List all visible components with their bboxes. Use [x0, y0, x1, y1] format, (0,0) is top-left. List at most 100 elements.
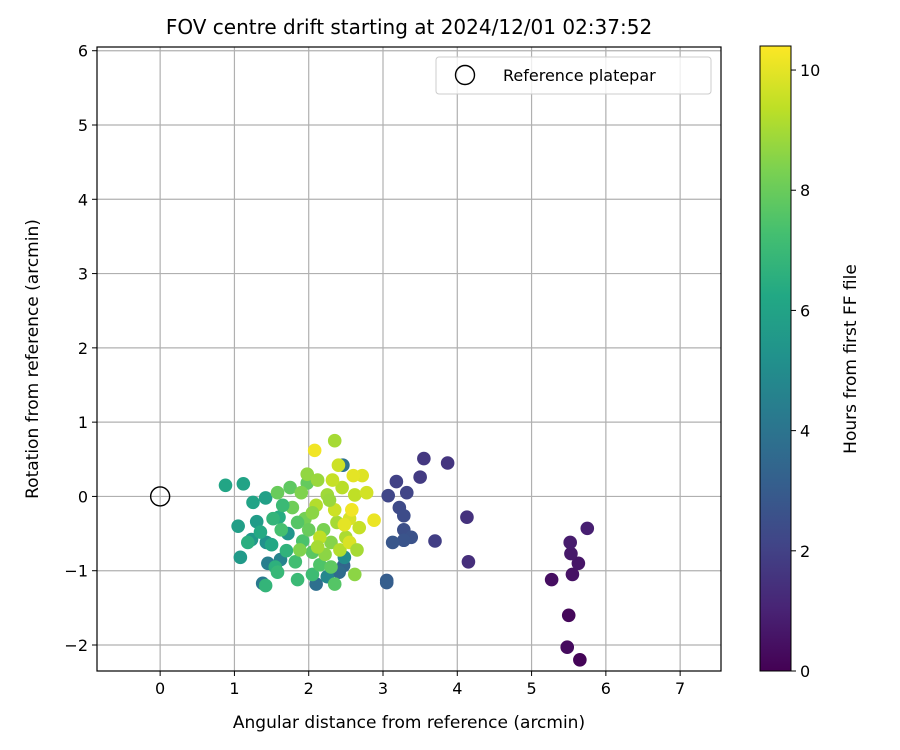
colorbar-tick-label: 8 [800, 181, 810, 200]
scatter-point [241, 535, 255, 550]
scatter-point [293, 543, 307, 557]
scatter-point [346, 468, 361, 483]
scatter-point [264, 537, 279, 552]
y-tick-label: −2 [64, 636, 88, 655]
scatter-point [300, 467, 315, 481]
scatter-point [563, 535, 577, 550]
scatter-point [313, 557, 327, 572]
colorbar-gradient [759, 45, 792, 672]
scatter-point [294, 485, 309, 500]
colorbar-tick-label: 10 [800, 61, 820, 80]
plot-frame [96, 46, 722, 672]
scatter-point [310, 540, 325, 554]
scatter-point [327, 433, 342, 448]
scatter-point [270, 565, 285, 579]
scatter-point [249, 514, 264, 529]
scatter-point [544, 572, 559, 587]
scatter-point [288, 555, 303, 569]
scatter-point [359, 485, 374, 500]
chart-title: FOV centre drift starting at 2024/12/01 … [166, 15, 652, 39]
scatter-point [274, 523, 289, 537]
scatter-point [231, 519, 245, 533]
scatter-point [310, 473, 325, 487]
scatter-point [413, 470, 427, 484]
scatter-point [279, 543, 294, 558]
scatter-point [397, 508, 411, 523]
scatter-point [233, 550, 248, 565]
scatter-point [236, 477, 251, 491]
scatter-point [335, 480, 349, 495]
scatter-point [417, 451, 431, 466]
colorbar-tick-label: 4 [800, 422, 810, 441]
scatter-point [301, 523, 316, 537]
grid [97, 47, 721, 671]
x-tick-label: 1 [229, 679, 239, 698]
scatter-point [560, 640, 575, 655]
scatter-point [246, 495, 260, 510]
scatter-point [253, 525, 268, 539]
scatter-point [325, 473, 340, 487]
x-axis-label: Angular distance from reference (arcmin) [233, 713, 585, 733]
scatter-point [461, 555, 476, 569]
colorbar-label: Hours from first FF file [841, 264, 861, 454]
scatter-point [352, 520, 367, 535]
scatter-point [283, 480, 297, 495]
scatter-point [397, 533, 411, 548]
y-tick-label: 5 [78, 116, 88, 135]
scatter-point [331, 458, 346, 473]
colorbar-tick-label: 6 [800, 301, 810, 320]
y-tick-label: 6 [78, 42, 88, 61]
scatter-point [347, 567, 362, 582]
scatter-point [290, 572, 305, 587]
scatter-point [324, 535, 338, 550]
x-tick-label: 3 [378, 679, 388, 698]
reference-point [149, 486, 171, 507]
scatter-point [337, 517, 352, 532]
scatter-point [305, 567, 320, 582]
scatter-point [324, 560, 338, 574]
y-tick-label: −1 [64, 562, 88, 581]
legend-box [435, 56, 712, 95]
x-tick-label: 0 [155, 679, 165, 698]
x-tick-label: 6 [601, 679, 611, 698]
x-axis-ticks: 0 1 2 3 4 5 6 7 [155, 671, 685, 698]
scatter-point [290, 515, 305, 530]
legend-label: Reference platepar [503, 66, 656, 85]
scatter-point [561, 608, 576, 623]
scatter-point [399, 485, 414, 500]
colorbar-ticks: 0 2 4 6 8 10 [791, 61, 820, 681]
y-axis-ticks: −2 −1 0 1 2 3 4 5 6 [64, 42, 97, 655]
scatter-point [275, 498, 290, 513]
scatter-point [327, 577, 342, 591]
legend: Reference platepar [435, 56, 712, 95]
x-tick-label: 4 [452, 679, 462, 698]
scatter-point [571, 556, 586, 571]
scatter-point [266, 511, 280, 526]
scatter-point [345, 503, 359, 517]
scatter-point [258, 578, 273, 593]
y-tick-label: 1 [78, 413, 88, 432]
scatter-point [258, 491, 273, 505]
y-tick-label: 4 [78, 190, 88, 209]
scatter-point [367, 513, 381, 527]
x-tick-label: 7 [675, 679, 685, 698]
scatter-point [460, 510, 474, 525]
scatter-point [385, 535, 400, 550]
y-axis-label: Rotation from reference (arcmin) [23, 219, 43, 499]
scatter-point [218, 478, 233, 493]
scatter-point [305, 505, 320, 520]
scatter-point [565, 567, 580, 582]
data-points [218, 433, 595, 667]
colorbar: 0 2 4 6 8 10 Hours from first FF file [759, 45, 861, 681]
scatter-point [564, 546, 578, 561]
scatter-point [322, 493, 337, 507]
scatter-point [580, 521, 595, 536]
colorbar-tick-label: 2 [800, 542, 810, 561]
scatter-point [440, 456, 455, 470]
scatter-point [573, 653, 587, 667]
x-tick-label: 5 [526, 679, 536, 698]
scatter-point [350, 543, 364, 557]
y-tick-label: 2 [78, 339, 88, 358]
colorbar-tick-label: 0 [800, 662, 810, 681]
